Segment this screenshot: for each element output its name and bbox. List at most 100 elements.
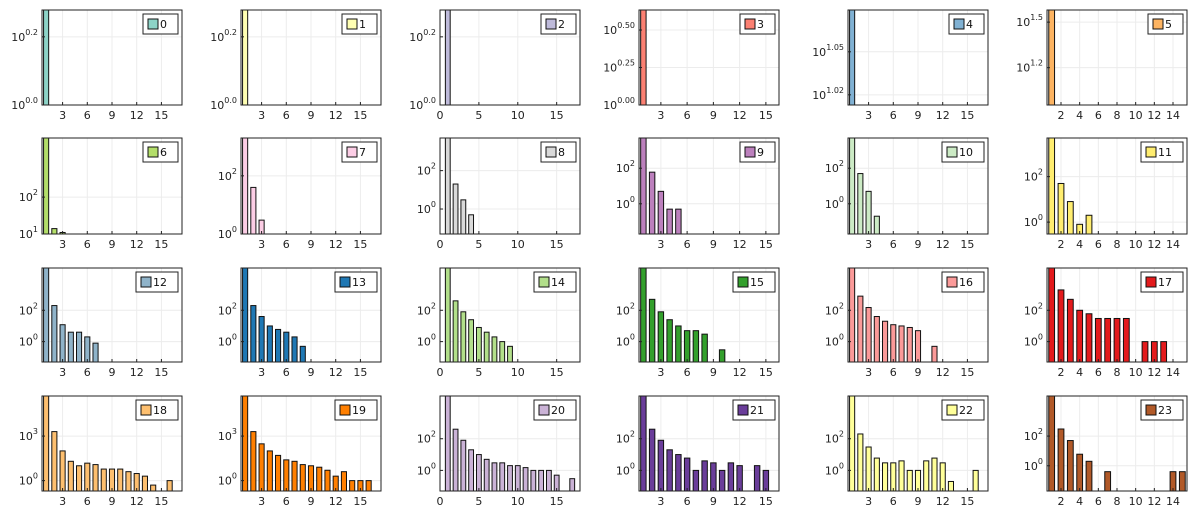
x-tick-label: 12 [1147,495,1161,508]
x-tick-label: 12 [733,495,747,508]
bar [701,333,708,363]
bar [67,460,74,492]
bar [1122,317,1130,363]
y-tick-label: 101.2 [1016,59,1043,75]
y-tick-base: 10 [19,304,33,317]
x-tick-label: 9 [710,366,717,379]
legend: 22 [941,399,985,421]
bar [1076,453,1084,492]
legend-swatch [1145,404,1157,416]
bar [299,345,306,363]
y-tick-base: 10 [825,464,839,477]
x-tick-label: 15 [759,366,773,379]
y-tick-label: 100.2 [409,28,436,44]
x-tick-label: 6 [684,238,691,251]
x-tick-label: 15 [154,495,168,508]
y-tick-base: 10 [218,336,232,349]
y-tick-exponent: 1 [33,225,38,234]
y-tick-exponent: 0 [839,461,844,470]
x-tick-label: 6 [84,238,91,251]
x-tick-label: 12 [130,238,144,251]
x-tick-label: 3 [657,366,664,379]
legend-label: 7 [359,146,366,159]
bar [43,137,50,235]
y-tick-exponent: 0 [839,195,844,204]
bar [324,469,331,492]
bar [76,331,83,363]
x-tick-label: 3 [59,109,66,122]
bar [1178,471,1186,492]
x-tick-label: 12 [1147,366,1161,379]
legend-label: 12 [153,276,167,289]
bar [657,311,665,363]
bar [849,9,856,106]
y-tick-exponent: 3 [33,427,38,436]
y-tick-base: 10 [603,99,617,112]
x-tick-label: 15 [353,366,367,379]
y-tick-label: 103 [218,427,237,443]
y-tick-exponent: 0.2 [224,28,237,37]
y-tick-exponent: 0 [630,333,635,342]
y-tick-label: 100 [825,195,844,211]
bar [1113,317,1121,363]
legend-swatch [744,18,756,30]
x-tick-label: 12 [1147,109,1161,122]
bar [736,465,743,492]
bar [865,446,872,492]
y-tick-base: 10 [218,228,232,241]
y-tick-label: 102 [417,301,436,317]
bar [873,457,880,492]
y-tick-label: 100 [616,333,635,349]
y-tick-base: 10 [417,433,431,446]
x-tick-label: 15 [759,238,773,251]
x-tick-label: 9 [308,238,315,251]
x-tick-label: 10 [1129,238,1143,251]
bar [483,331,490,363]
x-tick-label: 9 [915,366,922,379]
x-tick-label: 6 [84,366,91,379]
x-tick-label: 9 [308,495,315,508]
bar [242,395,249,492]
y-tick-exponent: 0 [232,472,237,481]
x-tick-label: 15 [154,366,168,379]
x-tick-label: 5 [475,495,482,508]
bar [316,466,323,492]
x-tick-label: 9 [308,366,315,379]
x-tick-label: 2 [1058,238,1065,251]
y-tick-exponent: 0.2 [25,28,38,37]
bar [59,450,66,492]
x-tick-label: 0 [437,238,444,251]
y-tick-exponent: 2 [630,430,635,439]
y-tick-base: 10 [825,198,839,211]
bar [1048,267,1056,363]
bar [76,465,83,492]
x-tick-label: 9 [710,495,717,508]
legend-swatch [946,146,958,158]
y-tick-label: 100 [19,333,38,349]
bar [727,462,735,492]
x-tick-label: 12 [329,238,343,251]
y-tick-label: 102 [616,159,635,175]
x-tick-label: 14 [1166,366,1180,379]
x-tick-label: 15 [550,109,564,122]
y-tick-exponent: 0 [232,225,237,234]
x-tick-label: 15 [550,238,564,251]
legend-label: 9 [757,146,764,159]
x-tick-label: 12 [1147,238,1161,251]
bar [1160,341,1168,363]
legend-label: 3 [757,18,764,31]
x-tick-label: 10 [511,366,525,379]
y-tick-label: 102 [218,301,237,317]
x-tick-label: 3 [258,238,265,251]
bar [1066,201,1074,235]
y-tick-base: 10 [11,31,25,44]
x-tick-label: 6 [890,366,897,379]
bar [84,462,91,492]
y-tick-label: 102 [825,301,844,317]
y-tick-exponent: 0.0 [224,96,237,105]
x-tick-label: 14 [1166,238,1180,251]
x-tick-label: 15 [550,495,564,508]
